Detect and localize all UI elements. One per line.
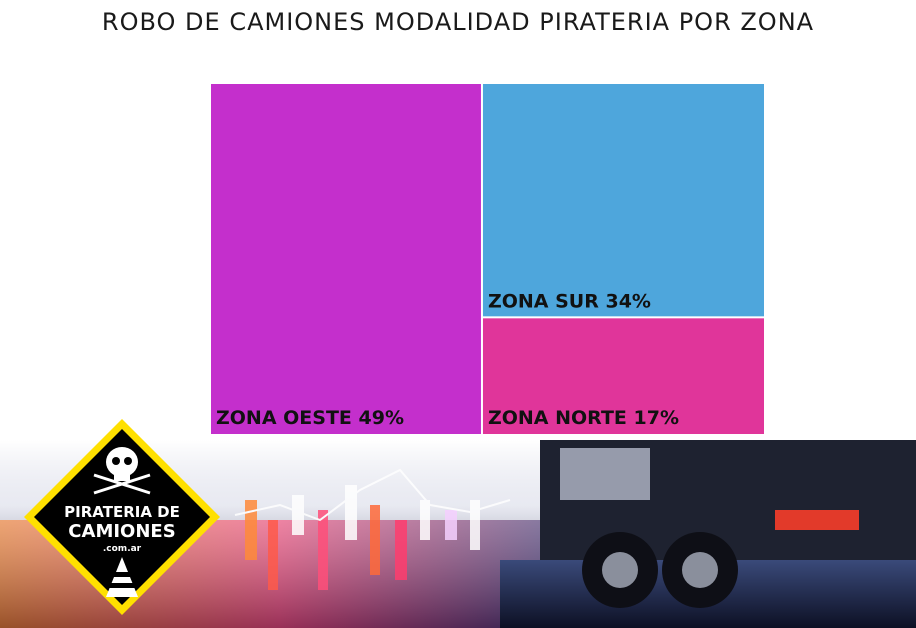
logo-text-line3: .com.ar <box>103 544 142 554</box>
treemap: ZONA OESTE 49% ZONA SUR 34% ZONA NORTE 17% <box>211 84 764 434</box>
treemap-label-zona-oeste: ZONA OESTE 49% <box>216 407 404 429</box>
traffic-cone-icon <box>106 557 138 597</box>
logo-text-line2: CAMIONES <box>68 521 175 542</box>
skull-icon <box>93 447 151 495</box>
truck-illustration <box>540 440 916 608</box>
treemap-cell-zona-sur <box>482 84 764 317</box>
treemap-label-zona-sur: ZONA SUR 34% <box>488 290 651 312</box>
logo-diamond-fill <box>34 429 210 605</box>
treemap-cell-zona-norte <box>482 318 764 434</box>
logo-text-line1: PIRATERIA DE <box>64 503 180 521</box>
logo: PIRATERIA DE CAMIONES .com.ar <box>24 419 220 615</box>
treemap-label-zona-norte: ZONA NORTE 17% <box>488 407 679 429</box>
chart-title: ROBO DE CAMIONES MODALIDAD PIRATERIA POR… <box>101 8 815 36</box>
treemap-cell-zona-oeste <box>211 84 481 434</box>
